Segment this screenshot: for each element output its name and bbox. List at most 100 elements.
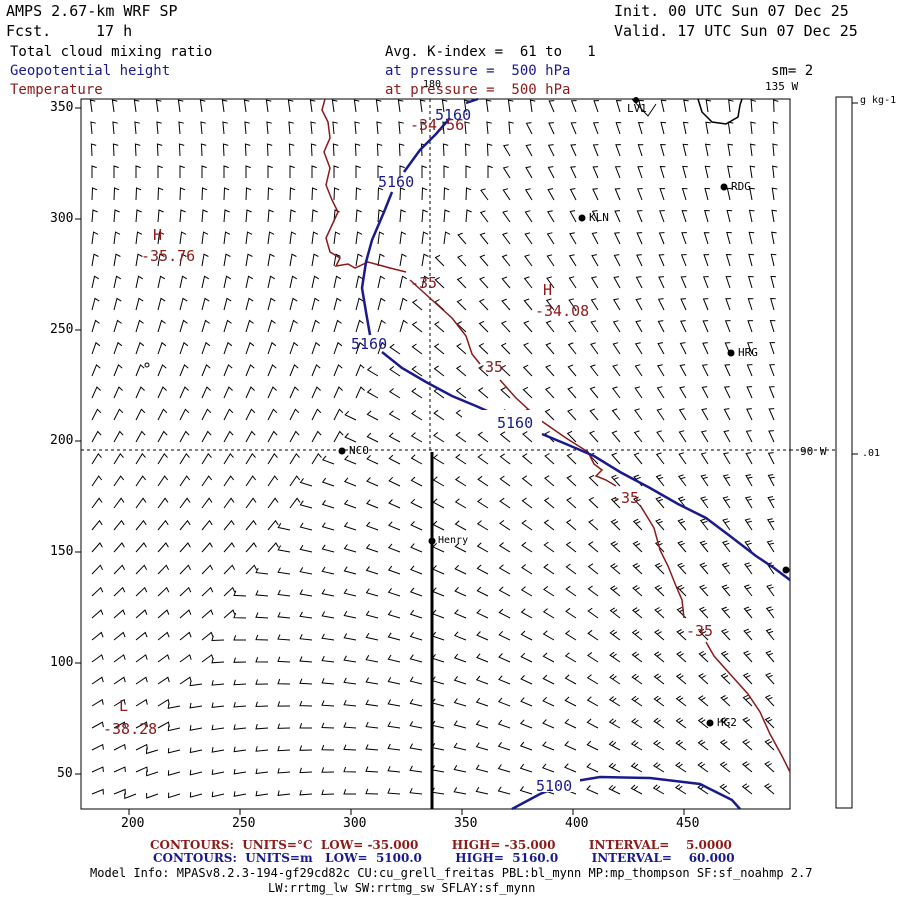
wind-barb [113, 586, 126, 597]
wind-barb [704, 187, 711, 201]
wind-barb [223, 364, 233, 377]
wind-barb [564, 674, 577, 685]
wind-barb [157, 275, 166, 289]
wind-barb [764, 738, 775, 751]
wind-barb [610, 496, 621, 509]
wind-barb [680, 276, 687, 289]
wind-barb [631, 718, 643, 729]
wind-barb [521, 475, 533, 487]
wind-barb [355, 341, 365, 355]
wind-barb [135, 209, 142, 223]
wind-barb [479, 232, 489, 245]
wind-barb [255, 567, 269, 575]
wind-barb [544, 430, 555, 443]
wind-barb [233, 635, 246, 641]
wind-barb [157, 231, 165, 245]
wind-barb [476, 631, 489, 641]
wind-barb [365, 766, 379, 773]
wind-barb [653, 695, 665, 707]
wind-barb [421, 209, 428, 223]
wind-barb [245, 519, 257, 531]
wind-barb [277, 790, 291, 796]
wind-barb [546, 276, 555, 289]
wind-barb [590, 342, 599, 355]
wind-barb [135, 497, 147, 509]
wind-barb [377, 253, 385, 267]
wind-barb [223, 341, 233, 355]
wind-barb [91, 364, 101, 377]
wind-barb [745, 474, 753, 487]
wind-barb [157, 698, 170, 707]
wind-barb [569, 188, 577, 201]
wind-barb [113, 698, 126, 707]
wind-barb [548, 100, 555, 113]
wind-barb [587, 607, 599, 619]
wind-barb [267, 475, 279, 487]
wind-barb [333, 319, 342, 333]
wind-barb [179, 386, 189, 399]
y-tick-150: 150 [50, 544, 74, 559]
wind-barb [135, 386, 145, 399]
wind-barb [321, 500, 335, 509]
wind-barb [134, 121, 140, 135]
wind-barb [476, 653, 489, 663]
wind-barb [453, 720, 467, 729]
wind-barb [157, 386, 167, 399]
wind-barb [157, 519, 169, 531]
wind-barb [543, 586, 555, 597]
wind-barb [223, 187, 230, 201]
wind-barb [233, 679, 247, 686]
wind-barb [365, 744, 379, 751]
wind-barb [223, 408, 234, 421]
wind-barb [135, 698, 148, 707]
forecast-label: Fcst. [6, 22, 52, 40]
wind-barb [614, 188, 621, 201]
wind-barb [525, 144, 533, 157]
wind-barb [637, 166, 644, 179]
wind-barb [766, 584, 775, 597]
wind-barb [245, 452, 256, 465]
wind-barb [771, 231, 777, 245]
wind-barb [612, 342, 621, 355]
wind-barb [697, 739, 709, 751]
wind-barb [456, 298, 467, 311]
wind-barb [567, 364, 577, 377]
wind-barb [135, 542, 147, 553]
wind-barb [745, 452, 753, 465]
wind-barb [388, 454, 401, 465]
wind-barb [377, 341, 387, 355]
wind-barb [658, 232, 665, 245]
wind-barb [91, 341, 101, 355]
wind-barb [299, 700, 313, 707]
wind-barb [409, 743, 423, 751]
wind-barb [432, 498, 445, 509]
wind-barb [441, 99, 448, 113]
wind-barb [91, 165, 97, 178]
wind-barb [660, 121, 667, 135]
wind-barb [376, 121, 382, 135]
wind-barb [179, 231, 187, 245]
wind-barb [179, 564, 192, 575]
wind-barb [636, 188, 643, 201]
wind-barb [749, 187, 755, 201]
wind-barb [201, 253, 209, 267]
wind-barb [431, 720, 445, 729]
wind-barb [499, 520, 511, 531]
wind-barb [112, 143, 119, 157]
wind-barb [113, 542, 125, 553]
wind-barb [677, 540, 687, 553]
wind-barb [652, 762, 665, 773]
wind-barb [311, 209, 318, 223]
wind-barb [721, 540, 731, 553]
wind-barb [676, 584, 687, 597]
wind-barb [267, 452, 278, 465]
wind-barb [223, 609, 236, 619]
wind-barb [443, 209, 450, 223]
wind-barb [747, 298, 754, 311]
wind-barb [702, 320, 709, 333]
wind-barb [547, 210, 555, 223]
wind-barb [289, 497, 301, 509]
wind-barb [698, 650, 709, 663]
wind-barb [500, 320, 511, 333]
wind-barb [179, 297, 188, 311]
